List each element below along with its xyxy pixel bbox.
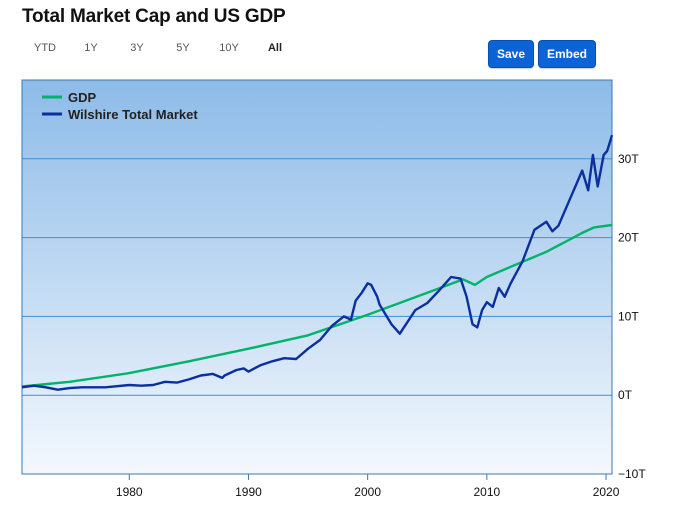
legend-label[interactable]: Wilshire Total Market xyxy=(68,107,198,122)
save-button[interactable]: Save xyxy=(488,40,534,68)
embed-button[interactable]: Embed xyxy=(538,40,596,68)
range-ytd[interactable]: YTD xyxy=(34,42,56,54)
x-tick-label: 1980 xyxy=(116,485,143,499)
range-all[interactable]: All xyxy=(267,42,283,54)
y-tick-label: 10T xyxy=(618,309,639,323)
plot-border xyxy=(21,79,613,475)
range-5y[interactable]: 5Y xyxy=(176,42,190,54)
y-tick-label: −10T xyxy=(618,467,646,481)
series-line-wilshire xyxy=(21,134,614,391)
range-10y[interactable]: 10Y xyxy=(219,42,239,54)
x-tick-label: 2020 xyxy=(593,485,620,499)
range-1y[interactable]: 1Y xyxy=(84,42,98,54)
y-tick-label: 0T xyxy=(618,388,633,402)
x-tick-label: 2010 xyxy=(473,485,500,499)
x-tick-label: 1990 xyxy=(235,485,262,499)
y-tick-label: 20T xyxy=(618,231,639,245)
page-title: Total Market Cap and US GDP xyxy=(22,6,286,27)
legend-label[interactable]: GDP xyxy=(68,90,97,105)
x-tick-label: 2000 xyxy=(354,485,381,499)
range-selector: YTD 1Y 3Y 5Y 10Y All xyxy=(22,42,298,54)
y-tick-label: 30T xyxy=(618,152,639,166)
range-3y[interactable]: 3Y xyxy=(130,42,144,54)
plot-area xyxy=(22,80,612,474)
series-line-gdp xyxy=(21,223,613,388)
